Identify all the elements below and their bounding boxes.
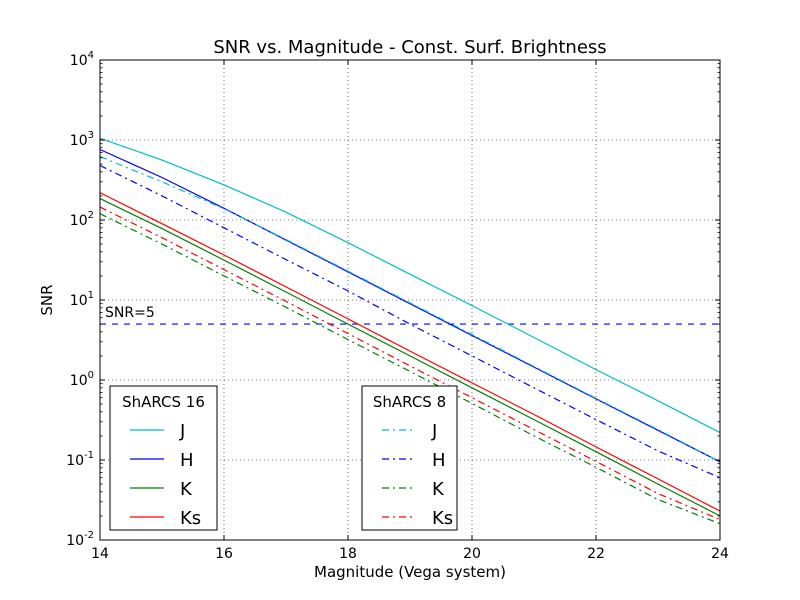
y-tick-base: 10 (70, 133, 88, 149)
y-tick-exponent: 0 (88, 370, 94, 381)
x-axis-label: Magnitude (Vega system) (314, 563, 506, 581)
y-tick-base: 10 (70, 293, 88, 309)
y-tick-exponent: -2 (84, 530, 94, 541)
y-tick-label: 100 (70, 370, 94, 389)
data-layer (100, 137, 720, 525)
series-line-sharcs16-h (100, 148, 720, 463)
x-tick-label: 18 (339, 546, 357, 562)
legend-label: K (432, 479, 445, 500)
y-tick-label: 101 (70, 290, 94, 309)
legend-label: H (432, 450, 446, 471)
y-tick-label: 104 (70, 50, 94, 69)
snr-threshold-label: SNR=5 (105, 305, 155, 321)
series-line-sharcs8-h (100, 164, 720, 479)
series-line-sharcs8-ks (100, 206, 720, 521)
x-tick-label: 20 (463, 546, 481, 562)
legend-title: ShARCS 8 (373, 393, 446, 411)
y-axis-label: SNR (38, 284, 56, 315)
legend-label: J (179, 421, 185, 442)
y-tick-base: 10 (66, 453, 84, 469)
legend-label: Ks (432, 508, 453, 529)
series-line-sharcs16-ks (100, 192, 720, 512)
y-tick-base: 10 (66, 533, 84, 549)
x-tick-label: 24 (711, 546, 729, 562)
y-tick-base: 10 (70, 213, 88, 229)
y-tick-exponent: 4 (88, 50, 94, 61)
legend-sharcs8: ShARCS 8 JHK Ks (361, 385, 458, 531)
x-tick-label: 16 (215, 546, 233, 562)
y-tick-label: 102 (70, 210, 94, 229)
chart-title: SNR vs. Magnitude - Const. Surf. Brightn… (213, 37, 606, 58)
series-line-sharcs16-k (100, 198, 720, 517)
y-tick-label: 10-1 (66, 450, 94, 469)
legend-label: K (180, 479, 193, 500)
y-tick-base: 10 (70, 53, 88, 69)
legend-box (361, 385, 458, 531)
x-tick-label: 22 (587, 546, 605, 562)
y-tick-exponent: 1 (88, 290, 94, 301)
legend-label: Ks (180, 508, 201, 529)
series-line-sharcs8-k (100, 213, 720, 525)
legend-label: H (180, 450, 194, 471)
y-tick-label: 10-2 (66, 530, 94, 549)
legend-title: ShARCS 16 (122, 393, 205, 411)
x-tick-label: 14 (91, 546, 109, 562)
y-tick-base: 10 (70, 373, 88, 389)
y-tick-label: 103 (70, 130, 94, 149)
y-tick-exponent: -1 (84, 450, 94, 461)
y-tick-exponent: 2 (88, 210, 94, 221)
series-line-sharcs8-j (100, 156, 720, 463)
series-line-sharcs16-j (100, 137, 720, 434)
legend-sharcs16: ShARCS 16 JHK Ks (109, 385, 218, 531)
legend-label: J (431, 421, 437, 442)
y-tick-exponent: 3 (88, 130, 94, 141)
legend-box (109, 385, 218, 531)
